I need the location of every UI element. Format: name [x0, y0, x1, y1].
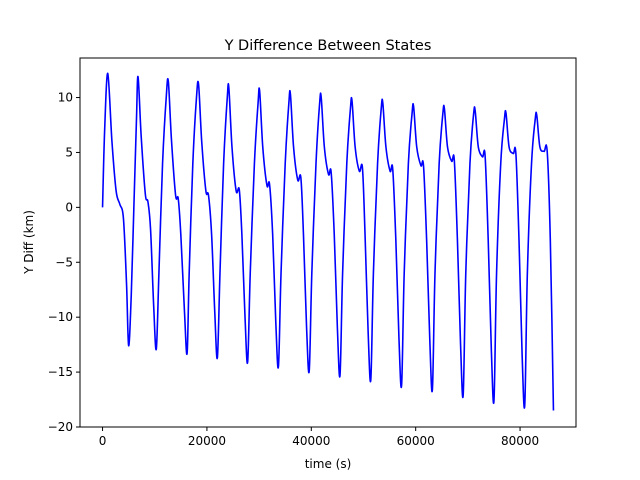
series-line-0 — [101, 72, 555, 411]
series-layer — [101, 72, 555, 411]
y-tick-label: −5 — [55, 255, 73, 269]
y-tick-label: 10 — [58, 91, 73, 105]
x-axis-label: time (s) — [305, 457, 352, 471]
y-tick-label: −15 — [48, 365, 73, 379]
x-axis-ticks: 0 20000 40000 60000 80000 — [99, 427, 539, 448]
y-tick-label: −10 — [48, 310, 73, 324]
y-tick-label: −20 — [48, 420, 73, 434]
chart-title: Y Difference Between States — [224, 38, 432, 54]
plot-frame — [79, 57, 577, 428]
plot-area — [80, 58, 576, 427]
x-tick-label: 60000 — [397, 434, 435, 448]
y-tick-label: 5 — [65, 145, 73, 159]
y-tick-label: 0 — [65, 200, 73, 214]
y-axis-label: Y Diff (km) — [22, 210, 36, 275]
x-tick-label: 40000 — [292, 434, 330, 448]
x-tick-label: 20000 — [188, 434, 226, 448]
x-tick-label: 0 — [99, 434, 107, 448]
x-tick-label: 80000 — [501, 434, 539, 448]
y-axis-ticks: −20 −15 −10 −5 0 5 10 — [48, 91, 80, 434]
